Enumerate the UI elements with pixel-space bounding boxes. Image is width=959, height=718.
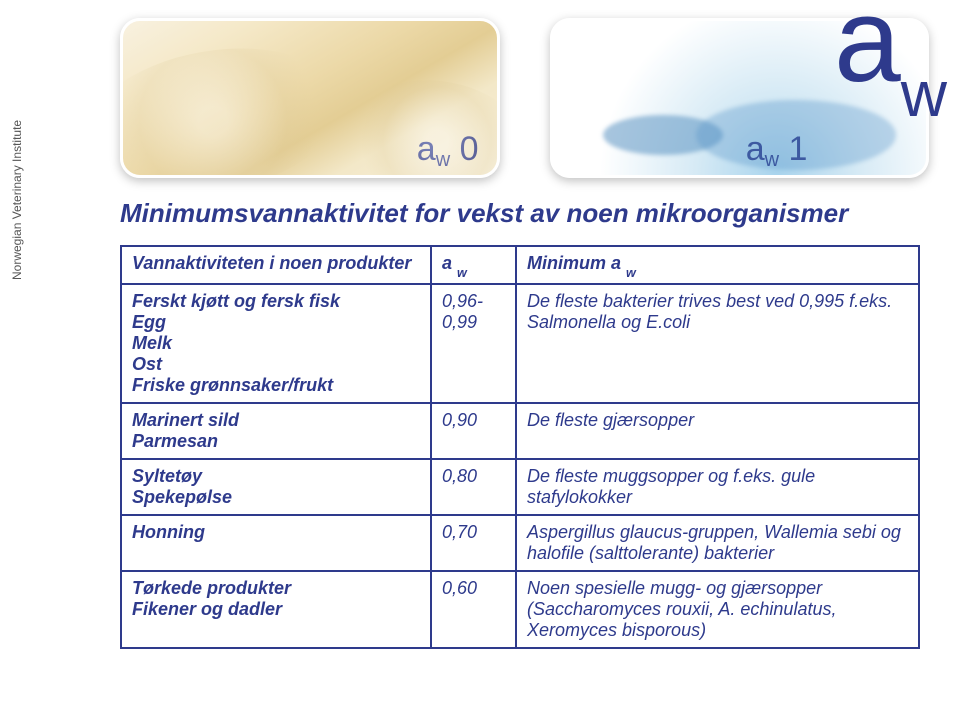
table-row: Ferskt kjøtt og fersk fiskEggMelkOstFris… xyxy=(121,284,919,403)
products-cell: Marinert sildParmesan xyxy=(121,403,431,459)
desc-cell: De fleste bakterier trives best ved 0,99… xyxy=(516,284,919,403)
aw-cell: 0,96- 0,99 xyxy=(431,284,516,403)
aw-cell: 0,90 xyxy=(431,403,516,459)
table-row: Honning0,70Aspergillus glaucus-gruppen, … xyxy=(121,515,919,571)
sand-image: aw 0 xyxy=(120,18,500,178)
col-header-products: Vannaktiviteten i noen produkter xyxy=(121,246,431,284)
products-cell: Ferskt kjøtt og fersk fiskEggMelkOstFris… xyxy=(121,284,431,403)
aw-cell: 0,80 xyxy=(431,459,516,515)
scale-label-0: aw 0 xyxy=(417,130,479,169)
desc-cell: Aspergillus glaucus-gruppen, Wallemia se… xyxy=(516,515,919,571)
table-row: SyltetøySpekepølse0,80De fleste muggsopp… xyxy=(121,459,919,515)
big-aw-symbol: aw xyxy=(834,0,947,116)
table-row: Marinert sildParmesan0,90De fleste gjærs… xyxy=(121,403,919,459)
products-cell: Tørkede produkterFikener og dadler xyxy=(121,571,431,648)
col-header-min: Minimum a w xyxy=(516,246,919,284)
table-row: Tørkede produkterFikener og dadler0,60No… xyxy=(121,571,919,648)
institute-label: Norwegian Veterinary Institute xyxy=(10,120,24,280)
slide-title: Minimumsvannaktivitet for vekst av noen … xyxy=(120,198,848,229)
aw-table: Vannaktiviteten i noen produkter a w Min… xyxy=(120,245,920,649)
aw-cell: 0,60 xyxy=(431,571,516,648)
aw-cell: 0,70 xyxy=(431,515,516,571)
col-header-aw: a w xyxy=(431,246,516,284)
table-header-row: Vannaktiviteten i noen produkter a w Min… xyxy=(121,246,919,284)
desc-cell: Noen spesielle mugg- og gjærsopper (Sacc… xyxy=(516,571,919,648)
desc-cell: De fleste gjærsopper xyxy=(516,403,919,459)
products-cell: Honning xyxy=(121,515,431,571)
products-cell: SyltetøySpekepølse xyxy=(121,459,431,515)
scale-label-1: aw 1 xyxy=(746,130,808,169)
header-images: aw 0 aw 1 xyxy=(120,18,929,178)
desc-cell: De fleste muggsopper og f.eks. gule staf… xyxy=(516,459,919,515)
